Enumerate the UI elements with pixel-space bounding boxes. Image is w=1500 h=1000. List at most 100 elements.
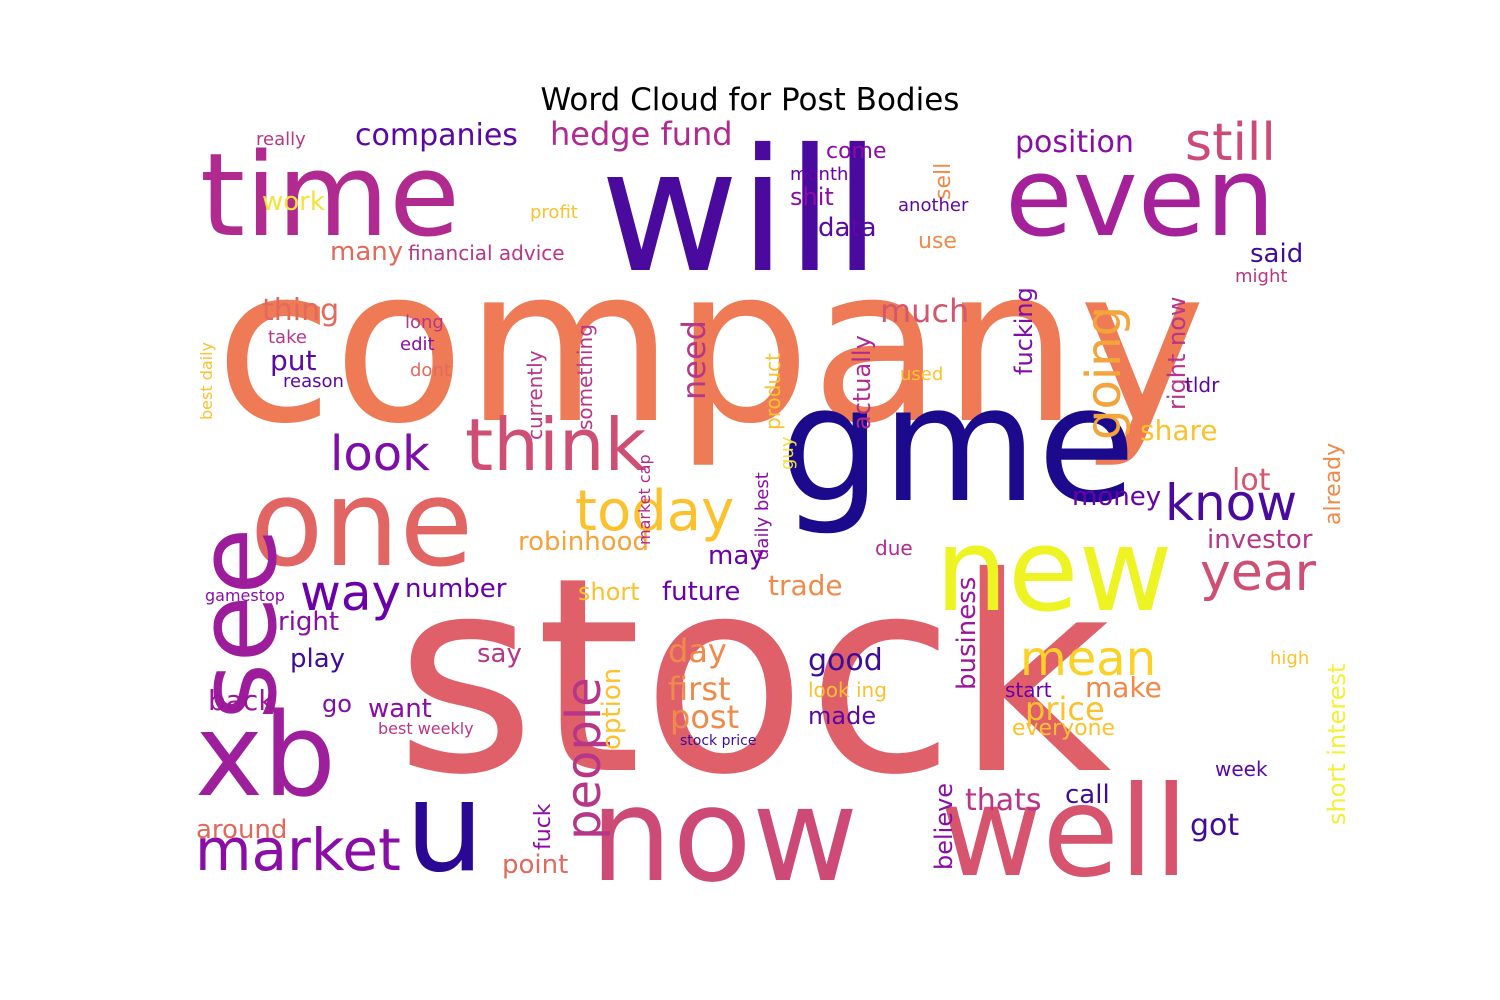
word-might: might <box>1235 266 1287 287</box>
word-long: long <box>405 312 444 333</box>
word-another: another <box>898 195 969 216</box>
word-trade: trade <box>768 569 843 602</box>
word-see: see <box>173 527 301 720</box>
word-people: people <box>556 677 612 840</box>
word-dont: dont <box>410 360 451 381</box>
word-now: now <box>590 759 858 911</box>
word-week: week <box>1215 757 1268 781</box>
word-really: really <box>256 129 306 150</box>
word-time: time <box>200 129 460 263</box>
word-number: number <box>405 574 507 604</box>
word-mean: mean <box>1020 631 1156 687</box>
word-market-cap: market cap <box>635 454 654 545</box>
word-even: even <box>1005 133 1275 261</box>
word-stock: stock <box>395 519 1112 834</box>
word-robinhood: robinhood <box>518 527 649 557</box>
word-think: think <box>465 403 647 487</box>
word-use: use <box>918 229 957 254</box>
word-profit: profit <box>530 202 578 223</box>
word-lot: lot <box>1232 463 1271 498</box>
word-due: due <box>875 536 913 560</box>
word-fuck: fuck <box>531 803 556 850</box>
word-day: day <box>668 632 727 670</box>
word-financial-advice: financial advice <box>408 241 565 265</box>
word-year: year <box>1200 543 1317 603</box>
word-right: right <box>278 607 339 637</box>
word-gme: gme <box>780 351 1136 538</box>
word-reason: reason <box>283 371 344 392</box>
word-first: first <box>668 670 731 708</box>
word-price: price <box>1025 690 1105 728</box>
word-still: still <box>1185 113 1276 173</box>
word-everyone: everyone <box>1012 716 1115 741</box>
word-gamestop: gamestop <box>205 586 285 605</box>
word-need: need <box>675 320 713 400</box>
word-option: option <box>597 668 627 750</box>
word-best-weekly: best weekly <box>378 719 474 738</box>
word-call: call <box>1065 780 1110 810</box>
word-may: may <box>708 541 765 571</box>
word-investor: investor <box>1207 525 1313 555</box>
word-start: start <box>1005 678 1052 702</box>
word-look-ing: look ing <box>808 678 887 702</box>
word-short: short <box>578 578 640 606</box>
word-today: today <box>575 479 734 544</box>
word-new: new <box>935 504 1173 638</box>
word-market: market <box>195 816 401 884</box>
word-used: used <box>900 364 943 385</box>
word-say: say <box>477 639 522 669</box>
word-back: back <box>208 684 275 717</box>
word-something: something <box>573 324 597 430</box>
word-believe: believe <box>930 783 958 870</box>
word-data: data <box>818 213 877 243</box>
word-fucking: fucking <box>1010 287 1038 375</box>
word-guy: guy <box>777 436 798 470</box>
word-going: going <box>1076 306 1132 440</box>
word-company: company <box>215 220 1206 471</box>
word-u: u <box>405 755 484 900</box>
word-month: month <box>790 164 848 185</box>
word-right-now: right now <box>1163 296 1191 410</box>
word-companies: companies <box>355 118 518 153</box>
word-actually: actually <box>848 335 876 430</box>
word-put: put <box>270 344 317 377</box>
word-around: around <box>196 815 287 845</box>
word-best-daily: best daily <box>197 342 216 420</box>
chart-title: Word Cloud for Post Bodies <box>540 82 960 118</box>
word-position: position <box>1015 125 1134 160</box>
word-much: much <box>880 292 969 330</box>
word-good: good <box>808 643 883 678</box>
word-want: want <box>368 694 432 724</box>
word-business: business <box>952 577 982 690</box>
word-edit: edit <box>400 334 435 355</box>
word-come: come <box>826 139 887 164</box>
word-go: go <box>322 690 352 718</box>
word-got: got <box>1190 808 1239 843</box>
word-future: future <box>662 577 740 607</box>
word-said: said <box>1250 239 1303 269</box>
word-high: high <box>1270 648 1309 669</box>
word-look: look <box>330 426 430 482</box>
word-shit: shit <box>790 183 834 211</box>
word-make: make <box>1085 671 1162 704</box>
word-money: money <box>1072 482 1161 512</box>
word-many: many <box>330 237 403 267</box>
word-thing: thing <box>262 293 339 328</box>
word-will: will <box>600 113 881 311</box>
word-xb: xb <box>195 689 336 823</box>
word-play: play <box>290 644 345 674</box>
word-know: know <box>1165 474 1297 532</box>
word-currently: currently <box>523 350 547 440</box>
word-made: made <box>808 702 876 730</box>
word-point: point <box>502 850 568 880</box>
word-post: post <box>670 698 739 736</box>
word-hedge-fund: hedge fund <box>550 115 733 153</box>
word-short-interest: short interest <box>1323 664 1351 825</box>
word-way: way <box>300 564 401 622</box>
word-well: well <box>940 760 1189 905</box>
word-product: product <box>761 353 785 430</box>
word-daily-best: daily best <box>752 472 773 560</box>
word-tldr: tldr <box>1185 373 1220 397</box>
